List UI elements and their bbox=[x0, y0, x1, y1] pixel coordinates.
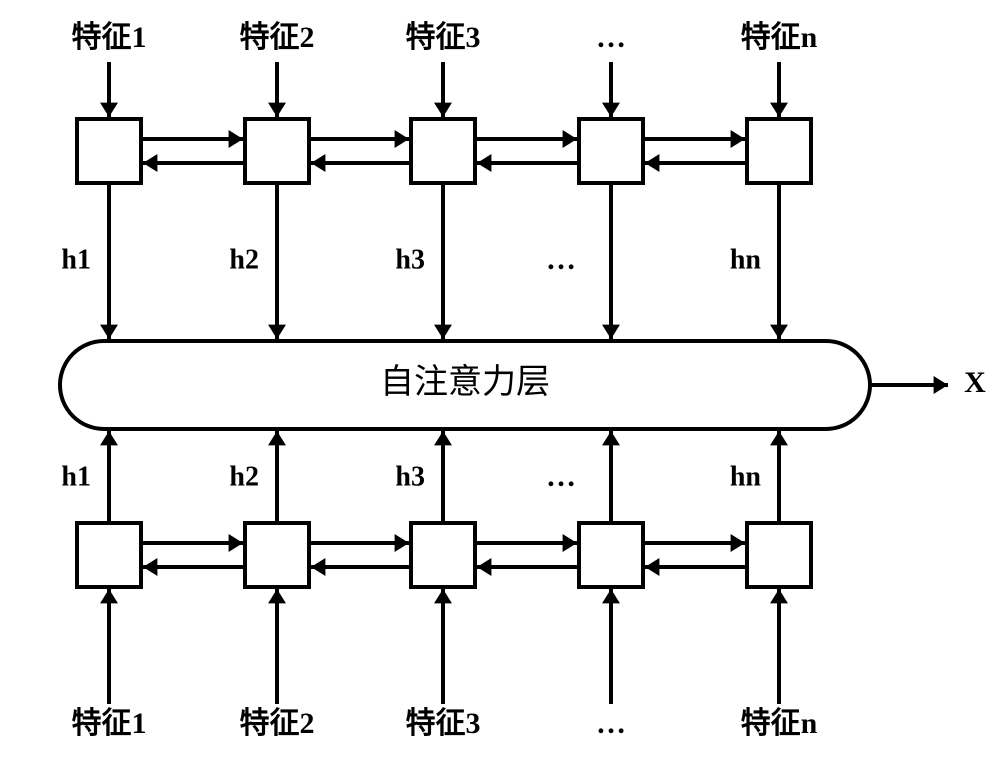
bottom-h-dots: … bbox=[546, 460, 576, 493]
top-dots: … bbox=[596, 21, 626, 54]
bottom-rnn-cell bbox=[245, 523, 309, 587]
bottom-h-label: h1 bbox=[61, 461, 91, 492]
architecture-diagram: 特征1 特征2 特征3 … 特征n h1 h2 h3 … hn 自注意力层 Xh1 h2 h3 … hn 特征1… bbox=[0, 0, 1000, 769]
bottom-rnn-cell bbox=[77, 523, 141, 587]
top-rnn-cell bbox=[747, 119, 811, 183]
top-rnn-cell bbox=[579, 119, 643, 183]
bottom-h-label: hn bbox=[730, 461, 762, 492]
bottom-h-label: h3 bbox=[395, 461, 425, 492]
top-h-label: h1 bbox=[61, 244, 91, 275]
attention-label: 自注意力层 bbox=[380, 363, 550, 401]
top-h-dots: … bbox=[546, 243, 576, 276]
bottom-rnn-cell bbox=[411, 523, 475, 587]
top-feature-label: 特征2 bbox=[240, 21, 315, 54]
top-feature-label: 特征3 bbox=[406, 21, 481, 54]
top-h-label: h3 bbox=[395, 244, 425, 275]
top-h-label: hn bbox=[730, 244, 762, 275]
bottom-feature-label: 特征3 bbox=[406, 707, 481, 740]
top-h-label: h2 bbox=[229, 244, 259, 275]
bottom-rnn-cell bbox=[579, 523, 643, 587]
bottom-feature-label: 特征2 bbox=[240, 707, 315, 740]
bottom-rnn-cell bbox=[747, 523, 811, 587]
top-rnn-cell bbox=[245, 119, 309, 183]
bottom-h-label: h2 bbox=[229, 461, 259, 492]
top-feature-label: 特征n bbox=[741, 21, 818, 54]
bottom-dots: … bbox=[596, 707, 626, 740]
top-rnn-cell bbox=[77, 119, 141, 183]
bottom-feature-label: 特征n bbox=[741, 707, 818, 740]
bottom-feature-label: 特征1 bbox=[72, 707, 147, 740]
top-feature-label: 特征1 bbox=[72, 21, 147, 54]
top-rnn-cell bbox=[411, 119, 475, 183]
output-label: X bbox=[964, 366, 986, 399]
